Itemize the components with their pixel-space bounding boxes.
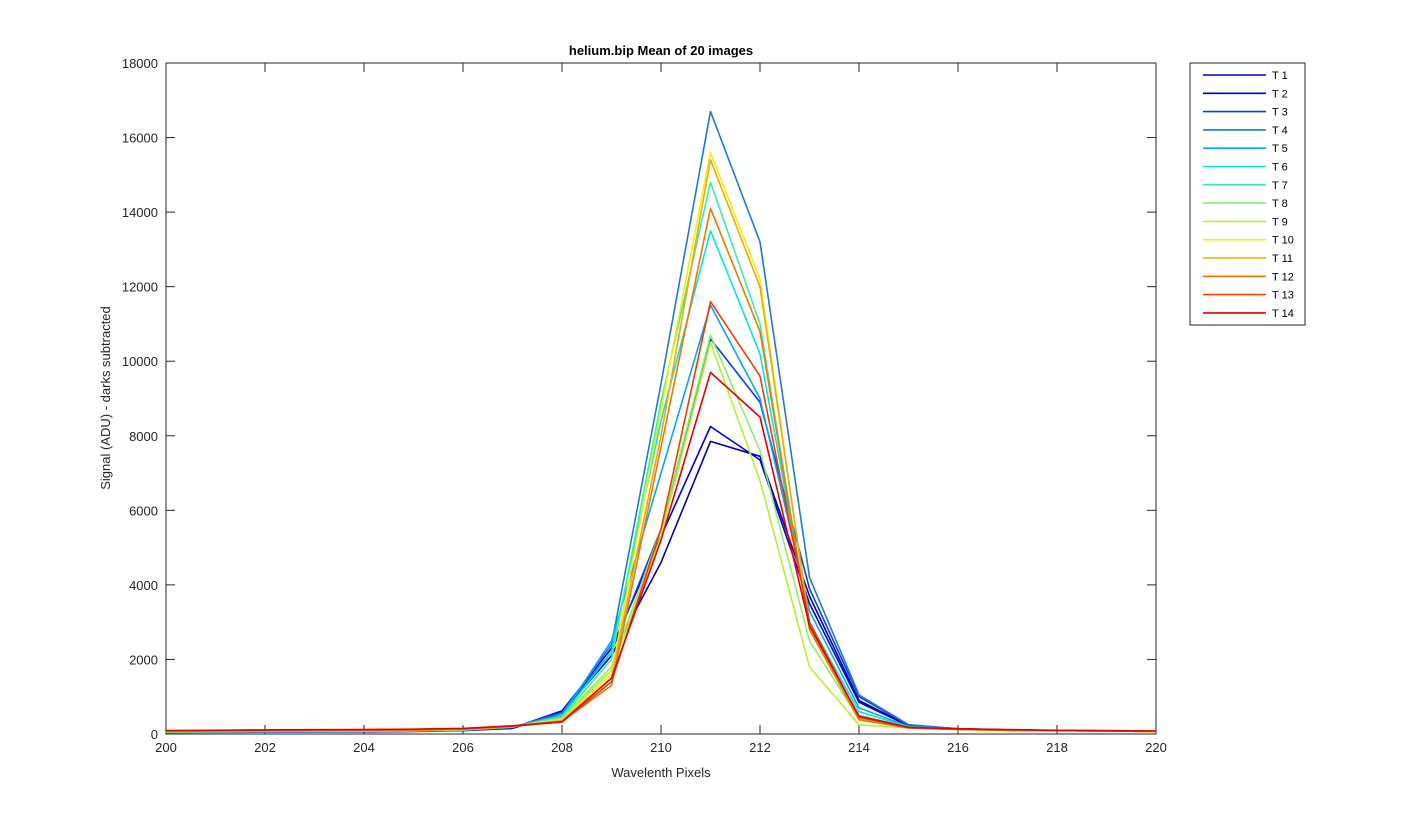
- x-axis-label: Wavelenth Pixels: [611, 765, 711, 780]
- y-tick-label: 8000: [129, 429, 158, 444]
- x-tick-label: 204: [353, 740, 375, 755]
- legend-label: T 9: [1272, 216, 1288, 228]
- series-line-t-14: [165, 371, 1157, 732]
- y-tick-label: 10000: [122, 354, 158, 369]
- x-tick-label: 210: [650, 740, 672, 755]
- legend-label: T 3: [1272, 107, 1288, 119]
- x-tick-label: 218: [1046, 740, 1068, 755]
- x-tick-label: 200: [155, 740, 177, 755]
- legend-label: T 6: [1272, 162, 1288, 174]
- y-tick-label: 2000: [129, 652, 158, 667]
- chart-title: helium.bip Mean of 20 images: [569, 43, 753, 58]
- legend-label: T 13: [1272, 290, 1294, 302]
- legend-label: T 1: [1272, 70, 1288, 82]
- legend: T 1 T 2 T 3 T 4 T 5 T 6 T 7 T 8 T 9 T 10 T 11 T 12 T…: [1189, 62, 1306, 326]
- x-tick-label: 214: [848, 740, 870, 755]
- x-tick-label: 220: [1145, 740, 1167, 755]
- y-tick-label: 16000: [122, 131, 158, 146]
- legend-label: T 12: [1272, 271, 1294, 283]
- legend-label: T 4: [1272, 125, 1288, 137]
- x-tick-label: 212: [749, 740, 771, 755]
- y-tick-label: 0: [151, 727, 158, 742]
- series-lines: [165, 110, 1157, 734]
- y-axis-label: Signal (ADU) - darks subtracted: [98, 306, 113, 490]
- legend-label: T 2: [1272, 88, 1288, 100]
- legend-label: T 5: [1272, 143, 1288, 155]
- legend-label: T 8: [1272, 198, 1288, 210]
- y-tick-label: 12000: [122, 280, 158, 295]
- y-tick-label: 14000: [122, 205, 158, 220]
- x-tick-label: 208: [551, 740, 573, 755]
- y-tick-label: 18000: [122, 56, 158, 71]
- legend-label: T 14: [1272, 308, 1294, 320]
- y-tick-label: 6000: [129, 503, 158, 518]
- axis-ticks: 200 202 204 206 208 210 212 214 216 218 220 0 2000 40…: [122, 56, 1167, 755]
- legend-label: T 11: [1272, 253, 1293, 265]
- legend-box: [1189, 62, 1306, 326]
- x-tick-label: 206: [452, 740, 474, 755]
- x-tick-label: 202: [254, 740, 276, 755]
- legend-label: T 10: [1272, 235, 1294, 247]
- y-tick-label: 4000: [129, 578, 158, 593]
- plot-area: [165, 62, 1157, 735]
- x-tick-label: 216: [947, 740, 969, 755]
- legend-label: T 7: [1272, 180, 1288, 192]
